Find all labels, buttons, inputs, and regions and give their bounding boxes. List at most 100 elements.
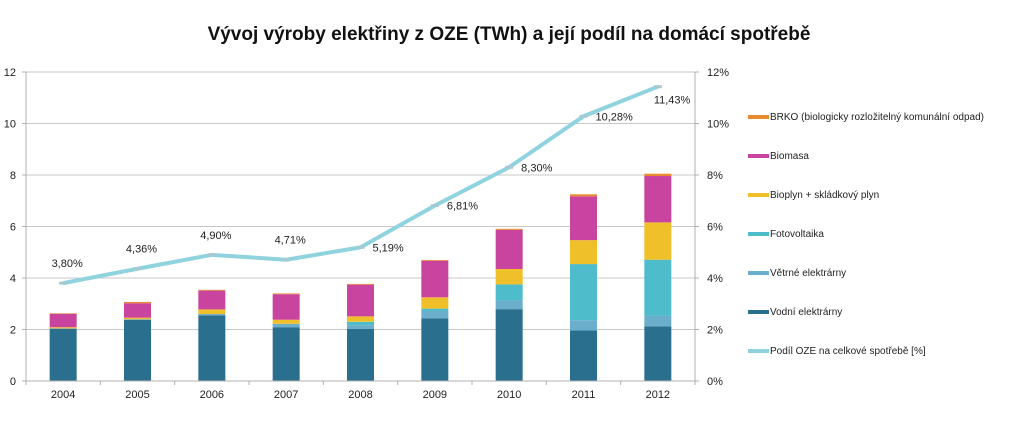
x-tick-label: 2012 bbox=[646, 389, 670, 401]
bar-segment bbox=[347, 284, 374, 317]
y-tick-label: 8 bbox=[10, 170, 16, 182]
x-tick-label: 2010 bbox=[497, 389, 521, 401]
y2-tick-label: 0% bbox=[707, 376, 723, 388]
legend-label: BRKO (biologicky rozložitelný komunální … bbox=[770, 111, 984, 123]
legend-label: Biomasa bbox=[770, 150, 809, 162]
chart-title: Vývoj výroby elektřiny z OZE (TWh) a jej… bbox=[207, 24, 811, 45]
bar-segment bbox=[124, 319, 151, 381]
bar-segment bbox=[198, 289, 226, 291]
data-label: 4,36% bbox=[126, 244, 157, 256]
bar-segment bbox=[272, 293, 300, 295]
bar-segment bbox=[347, 328, 374, 381]
bar-segment bbox=[495, 228, 523, 230]
x-tick-label: 2008 bbox=[348, 389, 372, 401]
share-line: 3,80% 4,36% 4,90% 4,71% 5,19% 6,81% 8,30% 10,28… bbox=[52, 84, 691, 286]
legend-item: BRKO (biologicky rozložitelný komunální … bbox=[748, 110, 984, 124]
data-label: 5,19% bbox=[373, 242, 404, 254]
bar-segment bbox=[124, 317, 151, 320]
bar-segment bbox=[495, 300, 523, 310]
bar-segment bbox=[570, 330, 597, 381]
bar-segment bbox=[198, 309, 226, 315]
legend-swatch bbox=[748, 193, 769, 197]
bar-segment bbox=[124, 303, 151, 318]
legend-label: Podíl OZE na celkové spotřebě [%] bbox=[770, 345, 926, 357]
y2-tick-label: 10% bbox=[707, 119, 729, 131]
y-tick-label: 4 bbox=[10, 273, 16, 285]
line-marker bbox=[207, 253, 216, 257]
bar-segment bbox=[644, 176, 672, 223]
legend-item: Podíl OZE na celkové spotřebě [%] bbox=[748, 344, 926, 358]
legend-swatch bbox=[748, 271, 769, 275]
line-marker bbox=[133, 267, 142, 271]
legend-item: Vodní elektrárny bbox=[748, 305, 842, 319]
data-label: 11,43% bbox=[654, 95, 691, 107]
data-label: 3,80% bbox=[52, 258, 83, 270]
line-marker bbox=[505, 165, 514, 169]
bar-segment bbox=[421, 260, 449, 298]
bar-segment bbox=[495, 309, 523, 381]
bar-segment bbox=[570, 320, 597, 331]
x-tick-label: 2009 bbox=[423, 389, 447, 401]
tick-labels: 0 2 4 6 8 10 12 0% 2% 4% 6% 8% 10% 12% 2004 2005 2006 200… bbox=[4, 67, 729, 401]
bar-segment bbox=[421, 308, 449, 311]
y-tick-label: 12 bbox=[4, 67, 16, 79]
line-marker bbox=[653, 85, 662, 89]
bar-segment bbox=[49, 328, 77, 381]
y-tick-label: 10 bbox=[4, 119, 16, 131]
x-tick-label: 2005 bbox=[125, 389, 149, 401]
x-tick-label: 2011 bbox=[572, 389, 596, 401]
line-marker bbox=[579, 114, 588, 118]
bar-segment bbox=[347, 316, 374, 322]
y2-tick-label: 12% bbox=[707, 67, 729, 79]
bars bbox=[49, 173, 672, 381]
y2-tick-label: 8% bbox=[707, 170, 723, 182]
legend-label: Bioplyn + skládkový plyn bbox=[770, 189, 880, 201]
data-label: 10,28% bbox=[596, 111, 634, 123]
bar-segment bbox=[49, 313, 77, 328]
legend-swatch bbox=[748, 154, 769, 158]
bar-segment bbox=[124, 301, 151, 304]
legend-item: Fotovoltaika bbox=[748, 227, 824, 241]
bar-segment bbox=[347, 283, 374, 285]
x-tick-label: 2007 bbox=[274, 389, 298, 401]
bar-segment bbox=[421, 310, 449, 319]
bar-segment bbox=[570, 196, 597, 241]
legend-swatch bbox=[748, 232, 769, 236]
line-marker bbox=[430, 204, 439, 208]
bar-segment bbox=[198, 290, 226, 310]
bar-segment bbox=[495, 229, 523, 269]
legend-label: Fotovoltaika bbox=[770, 228, 824, 240]
line-marker bbox=[59, 281, 68, 285]
y-tick-label: 0 bbox=[10, 376, 16, 388]
x-tick-label: 2006 bbox=[200, 389, 224, 401]
bar-segment bbox=[49, 328, 77, 329]
bar-segment bbox=[272, 327, 300, 381]
legend-label: Větrné elektrárny bbox=[770, 267, 847, 279]
legend-swatch bbox=[748, 310, 769, 314]
data-label: 6,81% bbox=[447, 201, 478, 213]
bar-segment bbox=[198, 314, 226, 316]
bar-segment bbox=[570, 240, 597, 265]
data-label: 8,30% bbox=[521, 162, 552, 174]
data-label: 4,71% bbox=[275, 235, 306, 247]
bar-segment bbox=[644, 259, 672, 316]
bar-segment bbox=[49, 313, 77, 314]
bar-segment bbox=[421, 318, 449, 381]
y2-tick-label: 6% bbox=[707, 222, 723, 234]
legend-item: Větrné elektrárny bbox=[748, 266, 846, 280]
bar-segment bbox=[570, 194, 597, 197]
bar-segment bbox=[495, 284, 523, 301]
y2-tick-label: 2% bbox=[707, 325, 723, 337]
bar-segment bbox=[347, 325, 374, 329]
legend-label: Vodní elektrárny bbox=[770, 306, 843, 318]
line-marker bbox=[356, 245, 365, 249]
bar-segment bbox=[570, 264, 597, 321]
data-label: 4,90% bbox=[200, 230, 231, 242]
line-marker bbox=[282, 258, 291, 262]
x-tick-label: 2004 bbox=[51, 389, 75, 401]
y2-tick-label: 4% bbox=[707, 273, 723, 285]
bar-segment bbox=[198, 315, 226, 381]
bar-segment bbox=[272, 319, 300, 324]
legend-item: Biomasa bbox=[748, 149, 809, 163]
